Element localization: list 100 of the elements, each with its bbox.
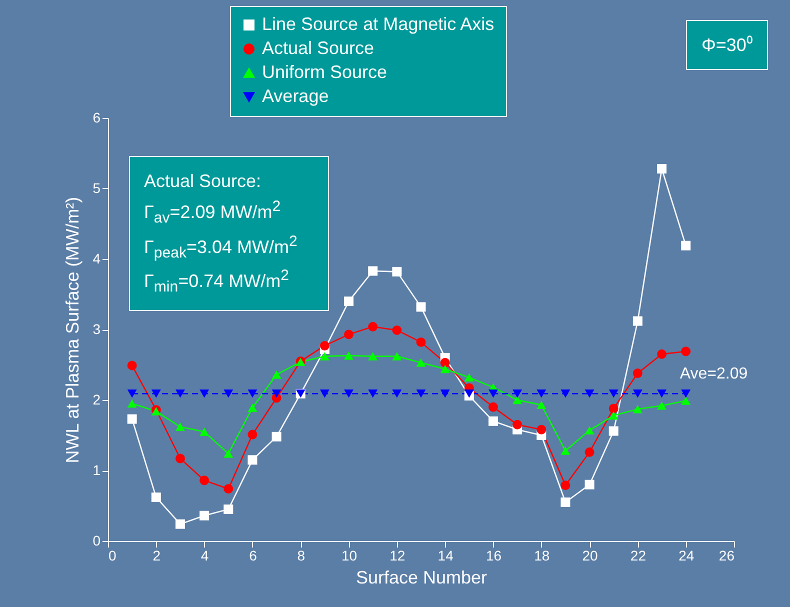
point [560,446,570,455]
point [416,390,426,398]
point [151,492,161,502]
point [632,368,642,378]
y-axis-title: NWL at Plasma Surface (MW/m²) [62,196,83,464]
point [608,404,618,414]
y-tick-label: 1 [92,462,101,478]
point [368,390,378,398]
point [224,449,234,458]
point [248,455,258,465]
point [344,296,354,306]
point [440,364,450,374]
x-tick-label: 16 [486,548,502,564]
point [440,358,450,368]
point [248,430,258,440]
point [175,519,185,529]
point [368,352,378,360]
legend-label: Average [262,86,329,106]
point [200,428,210,436]
point [488,416,498,426]
x-tick-label: 20 [582,548,598,564]
y-tick-label: 2 [92,392,101,408]
x-tick-label: 10 [341,548,358,564]
point [320,390,330,398]
annotation: Γ$_{av}$=2.09 MW/m$^{2}$ [144,198,282,227]
point [392,352,402,360]
point [200,510,210,520]
x-tick-label: 8 [297,548,306,564]
x-tick-label: 18 [534,548,550,564]
point [560,480,570,490]
point [272,432,282,442]
point [488,402,498,412]
point [272,390,282,398]
y-tick-label: 3 [92,321,101,337]
point [175,454,185,464]
point [657,390,667,398]
legend-label: Uniform Source [262,62,388,82]
point [392,266,402,276]
point [584,390,594,398]
point [127,399,137,408]
point [584,426,594,434]
point [416,358,426,367]
x-tick-label: 24 [678,548,694,564]
point [681,396,691,405]
point [368,266,378,276]
point [608,426,618,436]
legend-label: Line Source at Magnetic Axis [262,14,494,34]
y-tick-label: 0 [92,532,101,548]
point [632,316,642,326]
point [416,302,426,312]
y-tick-label: 6 [92,110,101,126]
annotation: Actual Source: [144,171,262,192]
x-tick-label: 6 [249,548,258,564]
point [127,360,137,370]
x-tick-label: 2 [152,548,161,564]
x-tick-label: 22 [630,548,646,564]
annotation: Ave=2.09 [680,366,748,383]
point [344,351,354,360]
point [657,402,667,410]
point [248,390,258,398]
point [657,349,667,359]
point [200,476,210,486]
point [320,340,330,350]
point [560,497,570,507]
point [248,404,258,412]
point [464,390,474,398]
point [320,352,330,360]
point [536,424,546,434]
point [416,337,426,347]
x-tick-label: 26 [718,548,735,564]
point [224,390,234,398]
x-tick-label: 4 [200,548,209,564]
point [608,411,618,420]
point [200,390,210,398]
point [464,373,474,382]
point [224,504,234,514]
point [272,370,282,379]
point [392,390,402,398]
point [512,396,522,404]
text: Φ=30⁰ [686,20,768,70]
point [127,390,137,398]
point [344,390,354,398]
point [657,164,667,174]
point [512,390,522,398]
point [632,405,642,414]
point [392,325,402,335]
point [151,390,161,398]
point [175,390,185,398]
x-axis-title: Surface Number [356,568,488,588]
point [344,330,354,340]
point [536,390,546,398]
y-tick-label: 4 [92,250,101,266]
point [584,447,594,457]
point [368,322,378,332]
x-tick-label: 14 [438,548,454,564]
point [512,420,522,430]
y-tick-label: 5 [92,180,101,196]
point [632,390,642,398]
point [488,390,498,398]
point [440,390,450,398]
